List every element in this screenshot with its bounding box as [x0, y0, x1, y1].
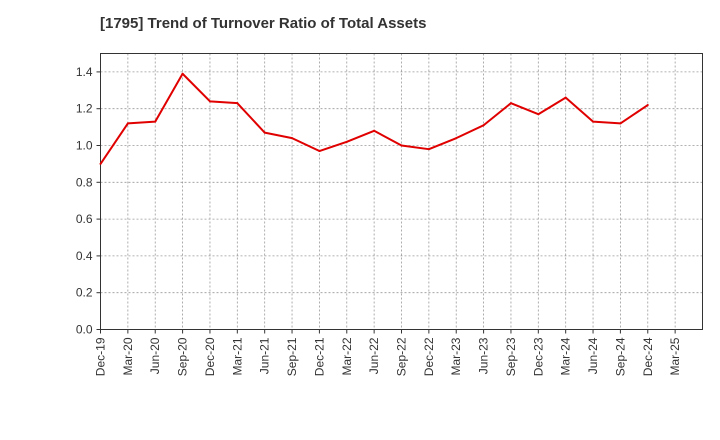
- data-point: [318, 150, 321, 153]
- x-tick-label: Mar-23: [449, 337, 463, 375]
- x-tick-label: Jun-24: [586, 337, 600, 374]
- data-point: [236, 102, 239, 105]
- x-tick-label: Sep-23: [504, 337, 518, 376]
- x-tick-label: Dec-23: [531, 337, 545, 376]
- data-point: [400, 144, 403, 147]
- y-tick-label: 1.4: [76, 65, 93, 79]
- y-tick-label: 0.0: [76, 323, 93, 337]
- chart-title: [1795] Trend of Turnover Ratio of Total …: [100, 15, 427, 32]
- x-tick-label: Jun-23: [477, 337, 491, 374]
- data-point: [564, 96, 567, 99]
- x-tick-label: Jun-22: [367, 337, 381, 374]
- x-tick-label: Mar-20: [121, 337, 135, 375]
- x-tick-label: Dec-22: [422, 337, 436, 376]
- data-point: [345, 140, 348, 143]
- data-point: [646, 104, 649, 107]
- x-tick-label: Dec-21: [312, 337, 326, 376]
- x-tick-label: Sep-24: [613, 337, 627, 376]
- data-point: [455, 137, 458, 140]
- data-point: [592, 120, 595, 123]
- y-axis-ticks: 0.0 0.2 0.4 0.6 0.8 1.0 1.2 1.4: [76, 65, 101, 337]
- x-tick-label: Dec-19: [94, 337, 108, 376]
- series-group: [99, 72, 649, 165]
- data-point: [537, 113, 540, 116]
- data-point: [427, 148, 430, 151]
- data-point: [208, 100, 211, 103]
- data-point: [263, 131, 266, 134]
- x-tick-label: Dec-20: [203, 337, 217, 376]
- data-point: [373, 129, 376, 132]
- y-tick-label: 1.0: [76, 139, 93, 153]
- data-point: [154, 120, 157, 123]
- data-point: [291, 137, 294, 140]
- data-point: [181, 72, 184, 75]
- data-point: [126, 122, 129, 125]
- x-tick-label: Jun-21: [258, 337, 272, 374]
- data-point: [482, 124, 485, 127]
- x-tick-label: Jun-20: [148, 337, 162, 374]
- x-axis-ticks: Dec-19 Mar-20 Jun-20 Sep-20 Dec-20 Mar-21 Jun-…: [94, 329, 682, 376]
- x-tick-label: Mar-25: [668, 337, 682, 375]
- y-tick-label: 0.8: [76, 175, 93, 189]
- y-tick-label: 1.2: [76, 102, 93, 116]
- x-tick-label: Sep-22: [395, 337, 409, 376]
- data-point: [509, 102, 512, 105]
- x-tick-label: Mar-21: [230, 337, 244, 375]
- x-tick-label: Dec-24: [641, 337, 655, 376]
- y-tick-label: 0.4: [76, 249, 93, 263]
- data-point: [619, 122, 622, 125]
- x-tick-label: Sep-21: [285, 337, 299, 376]
- x-tick-label: Mar-24: [559, 337, 573, 375]
- data-point: [99, 162, 102, 165]
- y-tick-label: 0.6: [76, 212, 93, 226]
- x-tick-label: Mar-22: [340, 337, 354, 375]
- y-tick-label: 0.2: [76, 286, 93, 300]
- x-tick-label: Sep-20: [176, 337, 190, 376]
